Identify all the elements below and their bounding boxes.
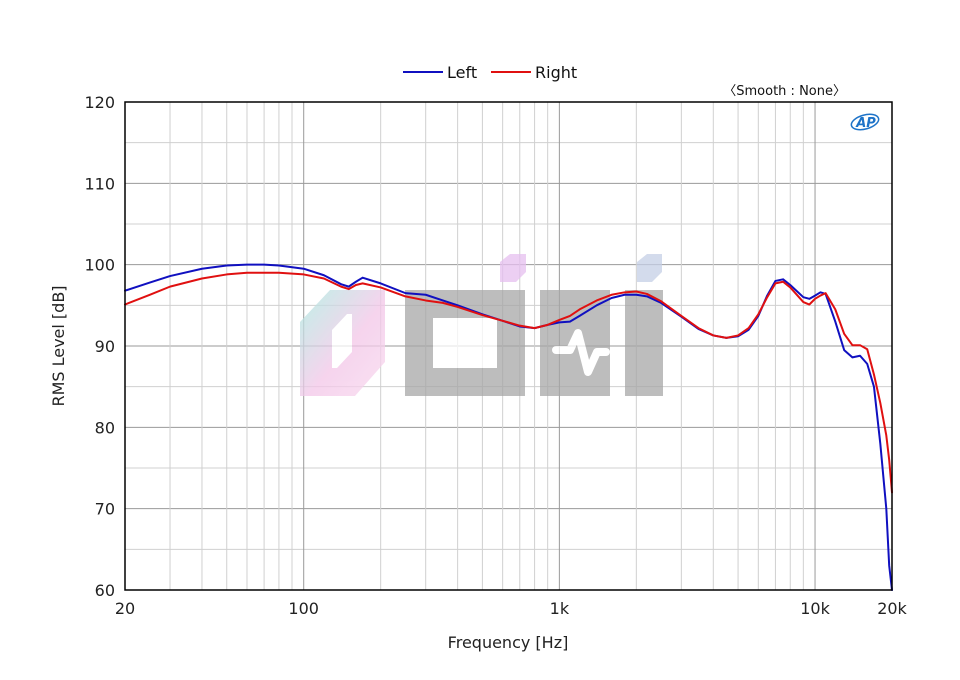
series-line-right bbox=[124, 271, 893, 494]
y-tick-label: 100 bbox=[84, 256, 115, 275]
y-tick-label: 90 bbox=[95, 337, 115, 356]
legend-label-left: Left bbox=[447, 63, 477, 82]
smooth-annotation: 〈Smooth : None〉 bbox=[723, 84, 846, 99]
y-tick-label: 70 bbox=[95, 500, 115, 519]
x-tick-label: 20k bbox=[877, 599, 907, 618]
x-tick-label: 100 bbox=[288, 599, 319, 618]
legend: Left Right bbox=[403, 63, 577, 82]
plot-frame bbox=[124, 101, 893, 591]
ap-logo-text: AP bbox=[855, 116, 876, 131]
legend-label-right: Right bbox=[535, 63, 577, 82]
x-tick-label: 1k bbox=[550, 599, 570, 618]
x-tick-label: 20 bbox=[115, 599, 135, 618]
series-line-left bbox=[124, 263, 893, 591]
y-tick-label: 110 bbox=[84, 174, 115, 193]
tick-labels: 60 70 80 90 100 110 120 20 100 1k 10k 20k bbox=[84, 93, 907, 618]
x-axis-label: Frequency [Hz] bbox=[448, 633, 569, 652]
ap-logo: AP bbox=[850, 113, 880, 131]
y-axis-label: RMS Level [dB] bbox=[49, 285, 68, 406]
y-tick-label: 120 bbox=[84, 93, 115, 112]
series-lines bbox=[124, 263, 893, 591]
watermark-logo bbox=[300, 254, 663, 396]
y-tick-label: 80 bbox=[95, 418, 115, 437]
x-tick-label: 10k bbox=[800, 599, 830, 618]
y-tick-label: 60 bbox=[95, 581, 115, 600]
